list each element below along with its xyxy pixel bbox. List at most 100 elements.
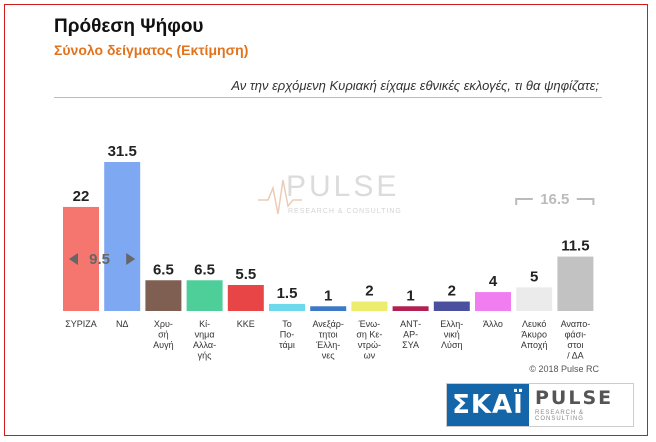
bar-value-label: 2 xyxy=(448,283,456,300)
category-label-line: / ΔΑ xyxy=(567,351,584,361)
bar-value-label: 2 xyxy=(365,283,373,300)
bar-value-label: 11.5 xyxy=(561,238,589,255)
arrow-left-icon xyxy=(69,253,78,265)
bar-value-label: 6.5 xyxy=(153,261,174,278)
chart-title: Πρόθεση Ψήφου xyxy=(54,16,204,37)
bracket-right-line xyxy=(576,198,595,205)
category-label-line: ΣΥΑ xyxy=(402,340,419,350)
category-label-line: τάμι xyxy=(279,340,295,350)
category-label-line: ΣΥΡΙΖΑ xyxy=(65,319,97,329)
bar xyxy=(310,306,347,311)
watermark-name: PULSE xyxy=(286,170,399,203)
category-label: ΝΔ xyxy=(116,319,129,329)
pulse-wave-icon xyxy=(258,179,302,215)
gap-label: 9.5 xyxy=(89,251,110,268)
bar xyxy=(351,301,388,311)
category-label-line: ΚΚΕ xyxy=(237,319,255,329)
category-label-line: Χρυ- xyxy=(154,319,173,329)
category-label-line: Αποχή xyxy=(521,340,548,350)
category-label: Χρυ-σή Αυγή xyxy=(153,319,173,350)
bracket-annotation: 16.5 xyxy=(515,191,595,208)
category-label-line: Ανεξάρ- xyxy=(312,319,343,329)
bar-value-label: 1.5 xyxy=(277,285,298,302)
category-label-line: ΑΡ- xyxy=(403,330,418,340)
category-label-line: Πο- xyxy=(280,330,295,340)
copyright: © 2018 Pulse RC xyxy=(529,364,599,374)
bar xyxy=(63,206,99,311)
arrow-right-icon xyxy=(126,253,136,265)
category-label-line: Λύση xyxy=(441,340,463,350)
bracket-label: 16.5 xyxy=(540,191,569,208)
category-label-line: Ένω- xyxy=(358,319,381,329)
bar-value-label: 4 xyxy=(489,273,498,290)
category-label: ΑΝΤ-ΑΡ-ΣΥΑ xyxy=(400,319,421,350)
gap-annotation: 9.5 xyxy=(69,251,136,268)
category-label-line: Αλλα- xyxy=(193,340,216,350)
bar xyxy=(475,292,511,311)
logos-box: ΣΚΑΪ PULSE RESEARCH & CONSULTING xyxy=(446,383,634,427)
category-label: Ανεξάρ-τητοι Έλλη-νες xyxy=(312,319,343,361)
category-label: Άλλο xyxy=(483,319,503,329)
bar-value-label: 22 xyxy=(73,188,90,205)
category-label-line: Λευκό xyxy=(522,319,546,329)
category-label-line: νημα xyxy=(195,330,215,340)
category-label-line: γής xyxy=(198,351,213,361)
chart-subtitle: Σύνολο δείγματος (Εκτίμηση) xyxy=(54,42,249,58)
question-divider xyxy=(54,97,602,98)
category-label-line: Άλλο xyxy=(483,319,503,329)
category-label-line: τητοι xyxy=(319,330,338,340)
survey-question: Αν την ερχόμενη Κυριακή είχαμε εθνικές ε… xyxy=(231,78,599,93)
skai-logo: ΣΚΑΪ xyxy=(447,384,529,426)
category-label: ΣΥΡΙΖΑ xyxy=(65,319,97,329)
bar-value-label: 5 xyxy=(530,268,538,285)
category-label-line: νες xyxy=(322,351,336,361)
category-label-line: Κί- xyxy=(199,319,210,329)
category-label-line: Άκυρο xyxy=(521,330,547,340)
value-labels-group: 22 31.5 6.5 6.5 5.5 1.5 1 2 1 2 4 5 11.5 xyxy=(73,143,590,304)
category-label-line: Έλλη- xyxy=(315,340,340,350)
category-label-line: Ελλη- xyxy=(440,319,463,329)
category-label: Ελλη-νική Λύση xyxy=(440,319,463,350)
category-label-line: ντρώ- xyxy=(358,340,381,350)
bar xyxy=(557,256,594,311)
pulse-watermark: PULSE RESEARCH & CONSULTING xyxy=(258,170,402,215)
category-labels-group: ΣΥΡΙΖΑ ΝΔ Χρυ-σή Αυγή Κί-νημα Αλλα-γής ΚΚΕ Το Πο… xyxy=(65,319,590,361)
pulse-logo-subtitle: RESEARCH & CONSULTING xyxy=(535,409,585,422)
bar xyxy=(104,162,141,311)
bar xyxy=(269,303,305,311)
bar xyxy=(516,287,553,311)
category-label: Λευκό Άκυρο Αποχή xyxy=(521,319,548,350)
category-label: Ένω-ση Κε-ντρώ-ων xyxy=(356,319,382,361)
category-label-line: ΝΔ xyxy=(116,319,129,329)
category-label-line: φάσι- xyxy=(565,330,587,340)
bars-group xyxy=(63,162,594,311)
bar-value-label: 31.5 xyxy=(108,143,137,160)
watermark-subtitle: RESEARCH & CONSULTING xyxy=(288,208,402,215)
bar-value-label: 1 xyxy=(324,287,332,304)
category-label: ΚΚΕ xyxy=(237,319,255,329)
category-label: Το Πο-τάμι xyxy=(279,319,295,350)
category-label-line: νική xyxy=(444,330,460,340)
category-label-line: στοι xyxy=(567,340,583,350)
category-label-line: Αναπο- xyxy=(561,319,591,329)
bar-value-label: 5.5 xyxy=(235,266,256,283)
bracket-left-line xyxy=(515,198,533,205)
pulse-logo-name: PULSE xyxy=(535,386,614,409)
bar xyxy=(227,284,264,311)
category-label-line: ση Κε- xyxy=(356,330,382,340)
pulse-logo: PULSE RESEARCH & CONSULTING xyxy=(529,384,633,426)
bar xyxy=(433,301,470,311)
category-label-line: Αυγή xyxy=(153,340,173,350)
category-label: Κί-νημα Αλλα-γής xyxy=(193,319,216,361)
category-label-line: σή xyxy=(158,330,169,340)
bar-value-label: 1 xyxy=(406,287,414,304)
category-label-line: Το xyxy=(282,319,292,329)
category-label: Αναπο-φάσι-στοι / ΔΑ xyxy=(561,319,591,361)
bar xyxy=(186,280,223,311)
bar-value-label: 6.5 xyxy=(194,261,215,278)
bar xyxy=(392,306,429,311)
category-label-line: ΑΝΤ- xyxy=(400,319,421,329)
bar xyxy=(145,280,182,311)
category-label-line: ων xyxy=(364,351,376,361)
